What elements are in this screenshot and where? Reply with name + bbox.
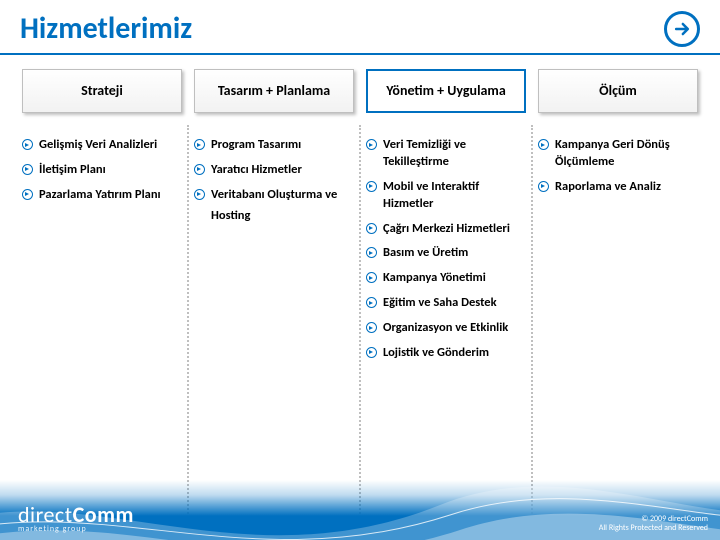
bullet-icon [366,139,377,150]
list-item-text: Raporlama ve Analiz [555,179,661,196]
list-item-text: İletişim Planı [39,162,106,179]
column-items: Kampanya Geri Dönüş Ölçümleme Raporlama v… [538,137,698,196]
list-item: Veritabanı Oluşturma ve [194,187,354,204]
list-item: Mobil ve Interaktif Hizmetler [366,179,526,213]
list-item-text: Yaratıcı Hizmetler [211,162,302,179]
column-items: Gelişmiş Veri Analizleri İletişim Planı Pa… [22,137,182,204]
list-item: Çağrı Merkezi Hizmetleri [366,221,526,238]
copyright-line2: All Rights Protected and Reserved [599,524,708,534]
list-item-text: Gelişmiş Veri Analizleri [39,137,157,154]
list-item: Kampanya Yönetimi [366,270,526,287]
list-item: Gelişmiş Veri Analizleri [22,137,182,154]
title-underline [0,53,720,55]
list-item-text: Hosting [211,208,250,225]
list-item-text: Kampanya Yönetimi [383,270,486,287]
logo-sub: marketing group [18,524,134,534]
list-item-text: Organizasyon ve Etkinlik [383,320,508,337]
page-title: Hizmetlerimiz [20,10,192,47]
list-item-text: Pazarlama Yatırım Planı [39,187,161,204]
list-item-text: Veritabanı Oluşturma ve [211,187,337,204]
list-item: İletişim Planı [22,162,182,179]
list-item-text: Kampanya Geri Dönüş Ölçümleme [555,137,698,171]
column-heading: Yönetim + Uygulama [366,69,526,113]
list-item: Lojistik ve Gönderim [366,345,526,362]
footer-logo: directComm marketing group [18,501,134,534]
column-2: Yönetim + Uygulama Veri Temizliği ve Teki… [360,69,532,370]
column-heading: Ölçüm [538,69,698,113]
list-item: Pazarlama Yatırım Planı [22,187,182,204]
bullet-icon [366,347,377,358]
list-item-text: Lojistik ve Gönderim [383,345,489,362]
list-item: Raporlama ve Analiz [538,179,698,196]
list-item-text: Çağrı Merkezi Hizmetleri [383,221,510,238]
bullet-icon [22,189,33,200]
list-item: Organizasyon ve Etkinlik [366,320,526,337]
list-item: Kampanya Geri Dönüş Ölçümleme [538,137,698,171]
next-arrow-icon [664,11,700,47]
bullet-icon [366,247,377,258]
list-item-text: Program Tasarımı [211,137,301,154]
list-item-text: Mobil ve Interaktif Hizmetler [383,179,526,213]
bullet-icon [366,297,377,308]
bullet-icon [366,322,377,333]
column-items: Veri Temizliği ve Tekilleştirme Mobil ve … [366,137,526,362]
bullet-icon [366,272,377,283]
list-item: Basım ve Üretim [366,245,526,262]
list-item: Veri Temizliği ve Tekilleştirme [366,137,526,171]
list-item: Hosting [194,208,354,225]
bullet-icon [194,164,205,175]
footer-copyright: © 2009 directComm All Rights Protected a… [599,515,708,534]
footer: directComm marketing group © 2009 direct… [0,480,720,540]
list-item: Eğitim ve Saha Destek [366,295,526,312]
bullet-icon [22,164,33,175]
list-item: Program Tasarımı [194,137,354,154]
column-items: Program Tasarımı Yaratıcı Hizmetler Verita… [194,137,354,225]
columns: Strateji Gelişmiş Veri Analizleri İletişim… [0,69,720,370]
slide: Hizmetlerimiz Strateji Gelişmiş Veri Anal… [0,0,720,540]
title-row: Hizmetlerimiz [0,0,720,53]
list-item-text: Basım ve Üretim [383,245,468,262]
list-item: Yaratıcı Hizmetler [194,162,354,179]
column-0: Strateji Gelişmiş Veri Analizleri İletişim… [16,69,188,370]
column-3: Ölçüm Kampanya Geri Dönüş Ölçümleme Raporl… [532,69,704,370]
list-item-text: Eğitim ve Saha Destek [383,295,497,312]
column-heading: Strateji [22,69,182,113]
bullet-icon [194,139,205,150]
bullet-icon [194,189,205,200]
bullet-icon [538,139,549,150]
bullet-icon [366,181,377,192]
bullet-icon [538,181,549,192]
bullet-icon [366,223,377,234]
list-item-text: Veri Temizliği ve Tekilleştirme [383,137,526,171]
column-heading: Tasarım + Planlama [194,69,354,113]
column-1: Tasarım + Planlama Program Tasarımı Yaratı… [188,69,360,370]
bullet-icon [22,139,33,150]
